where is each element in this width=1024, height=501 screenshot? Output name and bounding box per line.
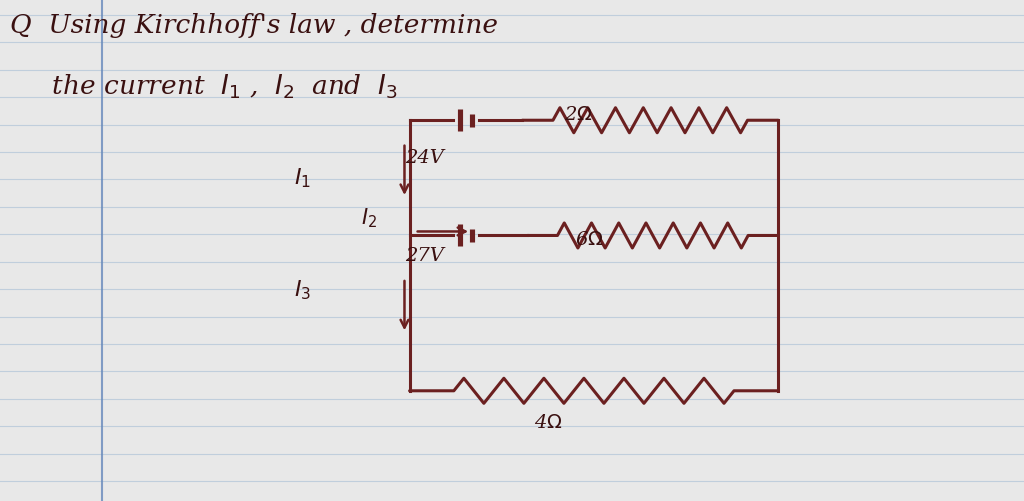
Text: $I_1$: $I_1$	[294, 166, 310, 190]
Text: 2$\Omega$: 2$\Omega$	[564, 106, 593, 124]
Text: 24V: 24V	[406, 149, 444, 167]
Text: Q  Using Kirchhoff's law , determine: Q Using Kirchhoff's law , determine	[10, 13, 499, 38]
Text: 27V: 27V	[406, 246, 444, 265]
Text: 6$\Omega$: 6$\Omega$	[574, 231, 603, 249]
Text: $I_3$: $I_3$	[294, 279, 310, 303]
Text: the current  $I_1$ ,  $I_2$  and  $I_3$: the current $I_1$ , $I_2$ and $I_3$	[10, 73, 398, 101]
Text: 4$\Omega$: 4$\Omega$	[534, 414, 562, 432]
Text: $I_2$: $I_2$	[360, 206, 377, 230]
